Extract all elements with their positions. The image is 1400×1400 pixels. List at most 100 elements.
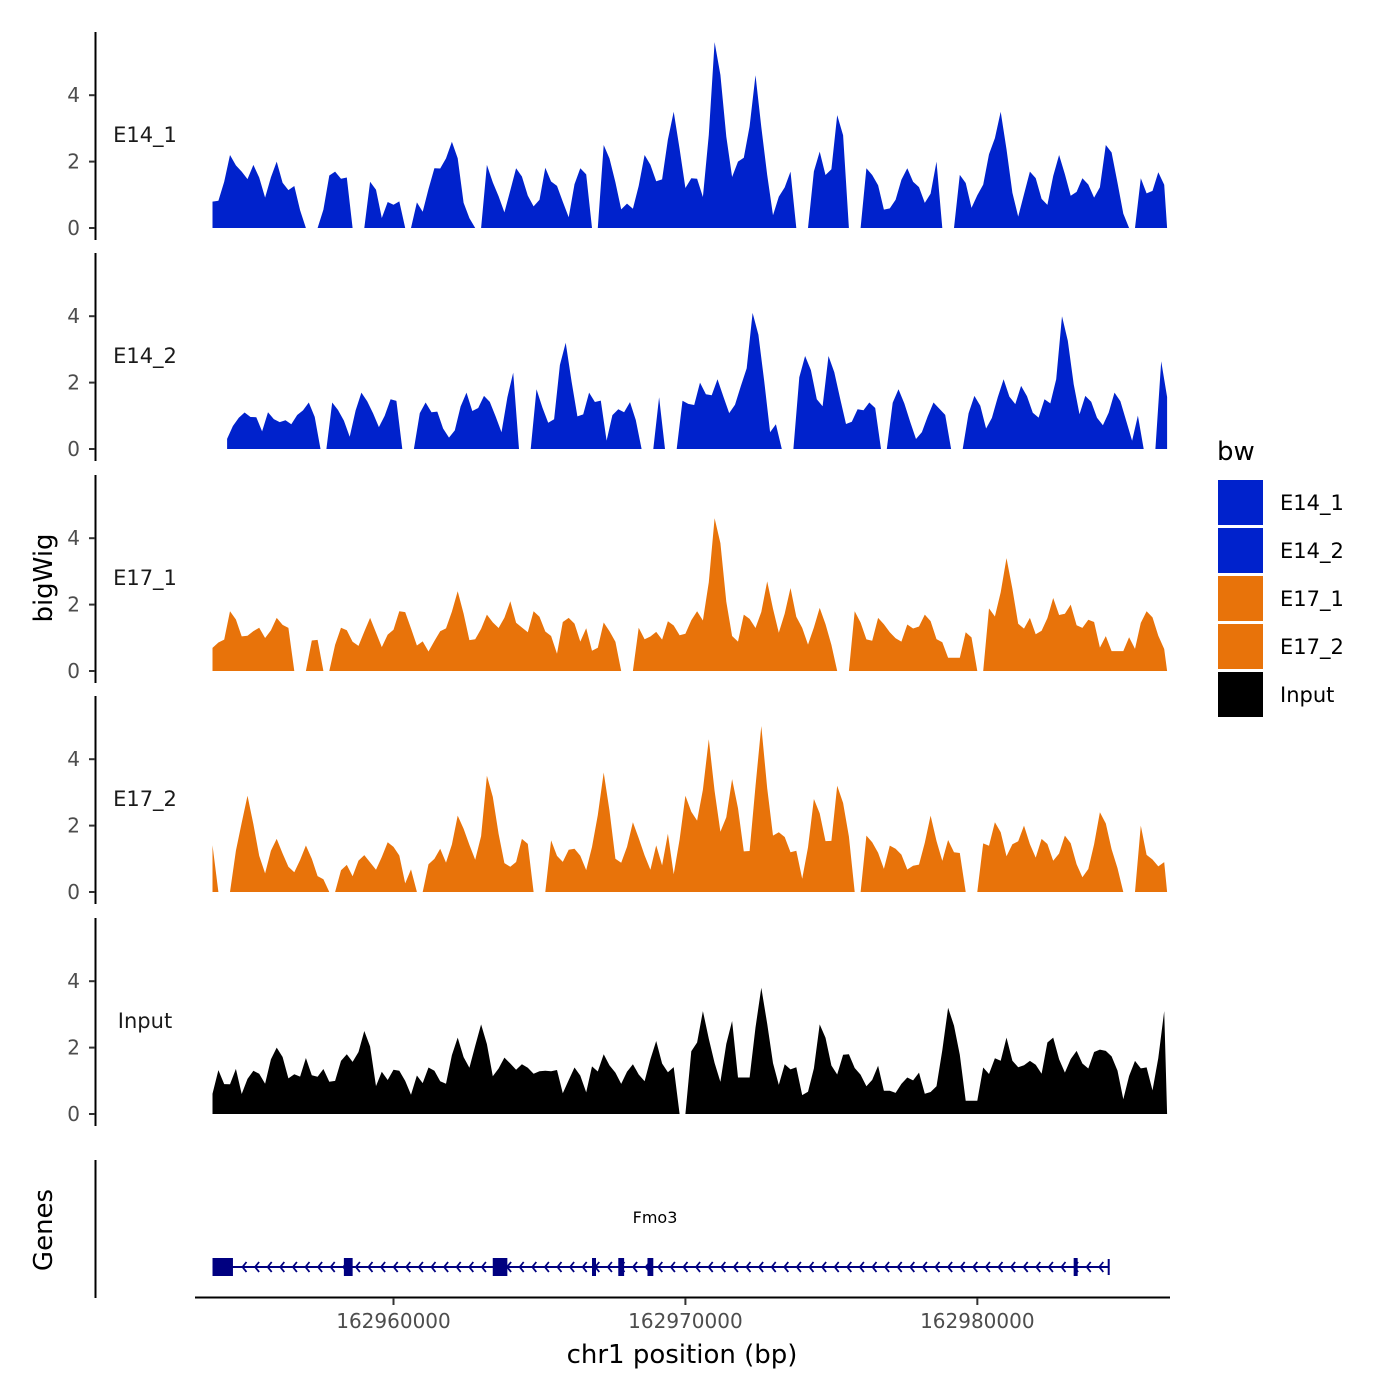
gene-track-panel: Genes Fmo3 bbox=[29, 1160, 1110, 1298]
y-tick-label: 0 bbox=[67, 437, 80, 461]
y-tick-label: 2 bbox=[67, 150, 80, 174]
y-tick-label: 0 bbox=[67, 216, 80, 240]
legend-label: Input bbox=[1280, 683, 1334, 707]
panel-label: E17_2 bbox=[113, 787, 177, 812]
y-tick-label: 2 bbox=[67, 371, 80, 395]
strand-arrow bbox=[997, 1261, 1004, 1273]
strand-arrow bbox=[442, 1261, 449, 1273]
signal-area-e17-1 bbox=[212, 518, 1168, 671]
strand-arrow bbox=[480, 1261, 487, 1273]
legend-label: E17_1 bbox=[1280, 587, 1344, 612]
strand-arrow bbox=[468, 1261, 475, 1273]
strand-arrow bbox=[241, 1261, 248, 1273]
strand-arrow bbox=[379, 1261, 386, 1273]
x-axis: 162960000 162970000 162980000 chr1 positio… bbox=[195, 1296, 1170, 1370]
gene-exon bbox=[343, 1258, 353, 1276]
strand-arrow bbox=[770, 1261, 777, 1273]
x-tick-label: 162960000 bbox=[336, 1309, 451, 1333]
strand-arrow bbox=[531, 1261, 538, 1273]
legend-label: E14_2 bbox=[1280, 539, 1344, 564]
legend: bw E14_1 E14_2 E17_1 E17_2 Input bbox=[1217, 437, 1344, 717]
gene-exon bbox=[492, 1258, 508, 1276]
strand-arrow bbox=[1047, 1261, 1054, 1273]
strand-arrow bbox=[833, 1261, 840, 1273]
strand-arrow bbox=[253, 1261, 260, 1273]
gene-name-label: Fmo3 bbox=[633, 1208, 678, 1227]
strand-arrow bbox=[682, 1261, 689, 1273]
x-tick-label: 162980000 bbox=[920, 1309, 1035, 1333]
gene-exon bbox=[1073, 1258, 1078, 1276]
strand-arrow bbox=[405, 1261, 412, 1273]
panel-label: E17_1 bbox=[113, 566, 177, 591]
strand-arrow bbox=[354, 1261, 361, 1273]
strand-arrow bbox=[921, 1261, 928, 1273]
strand-arrow bbox=[1022, 1261, 1029, 1273]
legend-swatch bbox=[1218, 480, 1263, 525]
legend-item-input: Input bbox=[1218, 672, 1334, 717]
signal-area-e17-2 bbox=[212, 726, 1168, 892]
strand-arrow bbox=[631, 1261, 638, 1273]
strand-arrow bbox=[669, 1261, 676, 1273]
y-tick-label: 4 bbox=[67, 969, 80, 993]
strand-arrow bbox=[455, 1261, 462, 1273]
y-tick-label: 2 bbox=[67, 593, 80, 617]
panel-label: Input bbox=[118, 1009, 172, 1033]
strand-arrow bbox=[858, 1261, 865, 1273]
y-tick-label: 0 bbox=[67, 1102, 80, 1126]
strand-arrow bbox=[392, 1261, 399, 1273]
strand-arrow bbox=[871, 1261, 878, 1273]
legend-item-e14-2: E14_2 bbox=[1218, 528, 1344, 573]
strand-arrow bbox=[808, 1261, 815, 1273]
signal-area-input bbox=[212, 987, 1168, 1114]
x-axis-title: chr1 position (bp) bbox=[567, 1340, 798, 1370]
x-axis-ticks: 162960000 162970000 162980000 bbox=[336, 1298, 1035, 1333]
strand-arrow bbox=[430, 1261, 437, 1273]
y-tick-label: 0 bbox=[67, 880, 80, 904]
gene-exon bbox=[647, 1258, 654, 1276]
strand-arrow bbox=[909, 1261, 916, 1273]
signal-area-e14-2 bbox=[227, 312, 1168, 449]
gene-exon bbox=[592, 1258, 597, 1276]
strand-arrow bbox=[757, 1261, 764, 1273]
legend-label: E14_1 bbox=[1280, 491, 1344, 516]
strand-arrow bbox=[367, 1261, 374, 1273]
strand-arrow bbox=[606, 1261, 613, 1273]
strand-arrow bbox=[279, 1261, 286, 1273]
y-tick-label: 4 bbox=[67, 747, 80, 771]
y-tick-label: 2 bbox=[67, 814, 80, 838]
panel-input: 0 2 4 Input bbox=[67, 918, 1168, 1126]
legend-swatch bbox=[1218, 672, 1263, 717]
strand-arrow bbox=[707, 1261, 714, 1273]
strand-arrow bbox=[543, 1261, 550, 1273]
strand-arrow bbox=[846, 1261, 853, 1273]
legend-label: E17_2 bbox=[1280, 635, 1344, 660]
panel-label: E14_1 bbox=[113, 123, 177, 148]
legend-item-e17-1: E17_1 bbox=[1218, 576, 1344, 621]
strand-arrow bbox=[1009, 1261, 1016, 1273]
strand-arrow bbox=[934, 1261, 941, 1273]
panel-e17-2: 0 2 4 E17_2 bbox=[67, 696, 1168, 904]
strand-arrow bbox=[896, 1261, 903, 1273]
strand-arrow bbox=[1060, 1261, 1067, 1273]
legend-item-e14-1: E14_1 bbox=[1218, 480, 1344, 525]
strand-arrow bbox=[581, 1261, 588, 1273]
strand-arrow bbox=[946, 1261, 953, 1273]
strand-arrow bbox=[1085, 1261, 1092, 1273]
strand-arrow bbox=[959, 1261, 966, 1273]
panel-label: E14_2 bbox=[113, 344, 177, 369]
legend-swatch bbox=[1218, 624, 1263, 669]
strand-arrow bbox=[518, 1261, 525, 1273]
panel-e17-1: 0 2 4 E17_1 bbox=[67, 475, 1168, 683]
y-axis-title: bigWig bbox=[29, 533, 59, 622]
strand-arrow bbox=[304, 1261, 311, 1273]
strand-arrow bbox=[783, 1261, 790, 1273]
legend-swatch bbox=[1218, 528, 1263, 573]
strand-arrow bbox=[266, 1261, 273, 1273]
strand-arrow bbox=[556, 1261, 563, 1273]
strand-arrow bbox=[316, 1261, 323, 1273]
y-tick-label: 0 bbox=[67, 659, 80, 683]
strand-arrow bbox=[795, 1261, 802, 1273]
strand-arrow bbox=[972, 1261, 979, 1273]
y-tick-label: 4 bbox=[67, 83, 80, 107]
